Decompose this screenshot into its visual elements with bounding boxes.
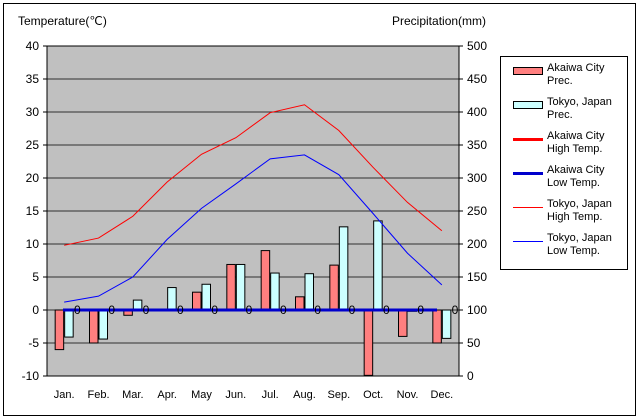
- x-tick-label: Jun.: [225, 389, 246, 401]
- legend-swatch: [513, 67, 543, 75]
- legend-label: Akaiwa City High Temp.: [547, 130, 605, 155]
- zero-value-label: 0: [108, 303, 115, 317]
- y-right-tick-label: 250: [467, 204, 487, 218]
- legend-label: Akaiwa City Prec.: [547, 62, 605, 87]
- y-left-axis-title: Temperature(℃): [18, 14, 107, 28]
- y-right-tick-label: 200: [467, 237, 487, 251]
- legend-label: Tokyo, Japan High Temp.: [547, 198, 612, 223]
- y-left-tick-label: 30: [26, 105, 40, 119]
- bar-tokyo-prec: [441, 309, 452, 339]
- bar-akaiwa-prec: [398, 309, 408, 337]
- bar-akaiwa-prec: [260, 250, 271, 311]
- y-right-tick-label: 0: [467, 369, 474, 383]
- line-tokyo-high-temp: [64, 104, 443, 246]
- x-tick-label: Dec.: [431, 389, 454, 401]
- x-tick-label: Aug.: [293, 389, 316, 401]
- zero-value-label: 0: [246, 303, 253, 317]
- bar-akaiwa-prec: [54, 309, 65, 351]
- bar-tokyo-prec: [304, 273, 314, 311]
- y-right-tick-label: 150: [467, 270, 487, 284]
- zero-value-label: 0: [452, 303, 459, 317]
- x-tick-label: Nov.: [397, 389, 419, 401]
- line-tokyo-low-temp: [64, 154, 443, 303]
- y-right-tick-label: 50: [467, 336, 481, 350]
- legend-label: Tokyo, Japan Prec.: [547, 96, 612, 121]
- y-left-tick-label: 40: [26, 39, 40, 53]
- legend-tokyo-prec: Tokyo, Japan Prec.: [507, 96, 627, 127]
- x-tick-label: Mar.: [122, 389, 143, 401]
- legend-tokyo-high: Tokyo, Japan High Temp.: [507, 198, 627, 229]
- legend-line: [513, 207, 543, 208]
- y-right-tick-label: 100: [467, 303, 487, 317]
- x-tick-label: Apr.: [157, 389, 177, 401]
- y-left-tick-label: -10: [22, 369, 40, 383]
- y-left-tick-label: 5: [32, 270, 39, 284]
- y-right-axis-title: Precipitation(mm): [392, 14, 487, 28]
- y-right-tick-label: 300: [467, 171, 487, 185]
- bar-tokyo-prec: [201, 283, 211, 311]
- legend-akaiwa-prec: Akaiwa City Prec.: [507, 62, 627, 93]
- x-tick-label: Jan.: [54, 389, 75, 401]
- bar-akaiwa-prec: [363, 309, 374, 376]
- y-right-tick-label: 350: [467, 138, 487, 152]
- y-left-tick-label: 20: [26, 171, 40, 185]
- legend-akaiwa-low: Akaiwa City Low Temp.: [507, 164, 627, 195]
- y-right-tick-label: 450: [467, 72, 487, 86]
- bar-akaiwa-prec: [432, 309, 442, 344]
- legend-line: [513, 172, 543, 175]
- y-left-tick-label: 10: [26, 237, 40, 251]
- legend-line: [513, 241, 543, 242]
- zero-value-label: 0: [143, 303, 150, 317]
- zero-value-label: 0: [314, 303, 321, 317]
- zero-value-label: 0: [280, 303, 287, 317]
- x-tick-label: Oct.: [363, 389, 383, 401]
- y-right-tick-label: 500: [467, 39, 487, 53]
- y-left-tick-label: 25: [26, 138, 40, 152]
- bar-akaiwa-prec: [329, 264, 339, 311]
- bar-akaiwa-prec: [89, 309, 99, 344]
- x-tick-label: May: [191, 389, 212, 401]
- legend-line: [513, 138, 543, 141]
- bar-tokyo-prec: [235, 263, 246, 311]
- bar-tokyo-prec: [98, 309, 108, 340]
- bar-akaiwa-prec: [226, 263, 236, 311]
- zero-value-label: 0: [417, 303, 424, 317]
- legend-swatch: [513, 101, 543, 109]
- y-right-tick-label: 400: [467, 105, 487, 119]
- zero-value-label: 0: [74, 303, 81, 317]
- bar-akaiwa-prec: [192, 291, 202, 311]
- x-tick-label: Feb.: [87, 389, 109, 401]
- x-tick-label: Jul.: [262, 389, 279, 401]
- y-left-tick-label: 35: [26, 72, 40, 86]
- bar-tokyo-prec: [167, 287, 177, 311]
- legend: Akaiwa City Prec. Tokyo, Japan Prec. Akaiw…: [500, 56, 628, 270]
- bar-akaiwa-prec: [295, 296, 305, 311]
- zero-value-label: 0: [383, 303, 390, 317]
- zero-value-label: 0: [349, 303, 356, 317]
- legend-akaiwa-high: Akaiwa City High Temp.: [507, 130, 627, 161]
- y-left-tick-label: -5: [28, 336, 39, 350]
- bar-tokyo-prec: [270, 272, 280, 311]
- y-left-tick-label: 15: [26, 204, 40, 218]
- bar-tokyo-prec: [64, 309, 74, 338]
- bar-tokyo-prec: [338, 226, 349, 311]
- y-left-tick-label: 0: [32, 303, 39, 317]
- legend-label: Akaiwa City Low Temp.: [547, 164, 605, 189]
- legend-tokyo-low: Tokyo, Japan Low Temp.: [507, 232, 627, 263]
- bar-tokyo-prec: [373, 220, 383, 311]
- zero-value-label: 0: [211, 303, 218, 317]
- x-tick-label: Sep.: [328, 389, 351, 401]
- legend-label: Tokyo, Japan Low Temp.: [547, 232, 612, 257]
- zero-value-label: 0: [177, 303, 184, 317]
